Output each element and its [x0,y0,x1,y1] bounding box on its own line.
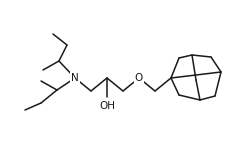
Text: OH: OH [98,101,114,111]
Text: N: N [71,73,78,83]
Text: O: O [134,73,142,83]
